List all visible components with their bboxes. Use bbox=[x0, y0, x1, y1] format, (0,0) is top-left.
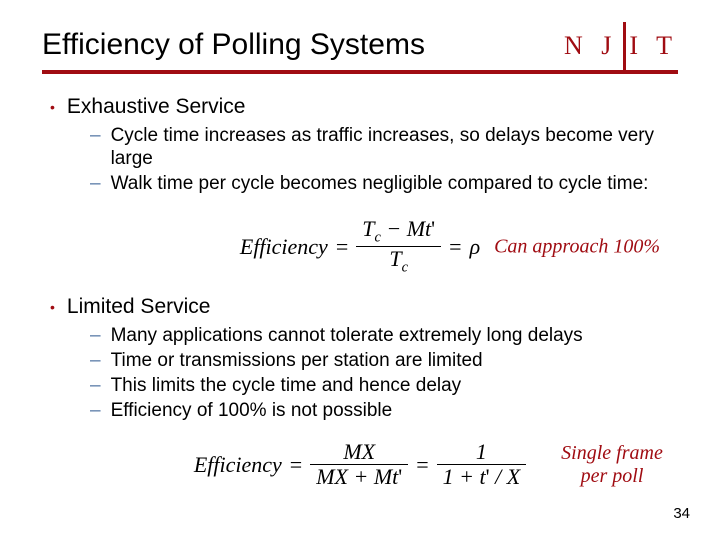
sub-bullet: – This limits the cycle time and hence d… bbox=[90, 374, 678, 397]
numerator: 1 bbox=[470, 440, 493, 464]
dash-icon: – bbox=[90, 374, 101, 397]
numerator: MX bbox=[337, 440, 381, 464]
eq-lhs: Efficiency bbox=[194, 452, 282, 478]
equation-row-1: Efficiency = Tc − Mt' Tc = ρ Can approac… bbox=[42, 217, 678, 276]
slide: N JI T Efficiency of Polling Systems • E… bbox=[0, 0, 720, 540]
dash-icon: – bbox=[90, 349, 101, 372]
fraction: 1 1 + t' / X bbox=[437, 440, 527, 489]
sub-bullet-text: Cycle time increases as traffic increase… bbox=[111, 124, 678, 170]
bullet-dot-icon: • bbox=[50, 94, 55, 120]
equation-row-2: Efficiency = MX MX + Mt' = 1 1 + t' / X … bbox=[42, 440, 678, 489]
bullet-dot-icon: • bbox=[50, 294, 55, 320]
bullet-heading: Limited Service bbox=[67, 294, 211, 320]
sub-bullet-text: Time or transmissions per station are li… bbox=[111, 349, 483, 372]
logo-text-right: I T bbox=[629, 31, 678, 60]
denominator: Tc bbox=[383, 247, 414, 276]
sub-bullet: – Time or transmissions per station are … bbox=[90, 349, 678, 372]
bullet-limited: • Limited Service bbox=[50, 294, 678, 320]
page-number: 34 bbox=[673, 505, 690, 522]
sub-bullet: – Efficiency of 100% is not possible bbox=[90, 399, 678, 422]
numerator: Tc − Mt' bbox=[356, 217, 441, 246]
dash-icon: – bbox=[90, 124, 101, 170]
eq-lhs: Efficiency bbox=[240, 234, 328, 260]
denominator: 1 + t' / X bbox=[437, 465, 527, 489]
efficiency-equation-2: Efficiency = MX MX + Mt' = 1 1 + t' / X bbox=[194, 440, 526, 489]
sub-bullet: – Cycle time increases as traffic increa… bbox=[90, 124, 678, 170]
annotation-2: Single frame per poll bbox=[552, 442, 672, 488]
denominator: MX + Mt' bbox=[310, 465, 408, 489]
bullet-heading: Exhaustive Service bbox=[67, 94, 246, 120]
sub-bullet-text: Walk time per cycle becomes negligible c… bbox=[111, 172, 649, 195]
equals-sign: = bbox=[290, 452, 302, 478]
logo-text-left: N J bbox=[564, 31, 617, 60]
equals-sign: = bbox=[336, 234, 348, 260]
sub-bullet-text: This limits the cycle time and hence del… bbox=[111, 374, 462, 397]
fraction: MX MX + Mt' bbox=[310, 440, 408, 489]
dash-icon: – bbox=[90, 399, 101, 422]
dash-icon: – bbox=[90, 172, 101, 195]
sub-bullet-text: Many applications cannot tolerate extrem… bbox=[111, 324, 583, 347]
dash-icon: – bbox=[90, 324, 101, 347]
fraction: Tc − Mt' Tc bbox=[356, 217, 441, 276]
sub-bullet-text: Efficiency of 100% is not possible bbox=[111, 399, 393, 422]
annotation-1: Can approach 100% bbox=[494, 235, 660, 258]
efficiency-equation-1: Efficiency = Tc − Mt' Tc = ρ bbox=[240, 217, 480, 276]
annotation-text: Can approach 100% bbox=[494, 235, 660, 257]
logo-divider bbox=[623, 22, 626, 74]
annotation-text: Single frame per poll bbox=[561, 442, 663, 487]
eq-rhs: ρ bbox=[470, 234, 481, 260]
equals-sign: = bbox=[449, 234, 461, 260]
bullet-exhaustive: • Exhaustive Service bbox=[50, 94, 678, 120]
sub-bullet: – Walk time per cycle becomes negligible… bbox=[90, 172, 678, 195]
sub-bullet: – Many applications cannot tolerate extr… bbox=[90, 324, 678, 347]
njit-logo: N JI T bbox=[564, 22, 678, 74]
equals-sign: = bbox=[416, 452, 428, 478]
